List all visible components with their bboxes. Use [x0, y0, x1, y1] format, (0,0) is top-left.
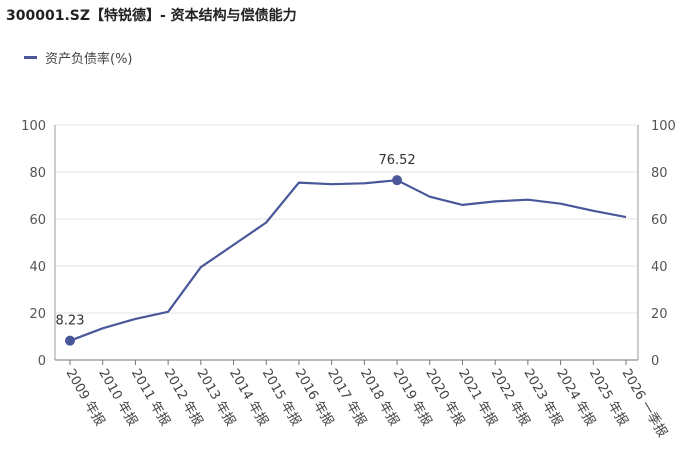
y-tick-label-left: 60	[29, 213, 46, 228]
x-tick-label: 2026 一季报	[619, 367, 670, 441]
data-point-marker	[65, 335, 75, 346]
y-tick-label-right: 60	[651, 213, 668, 228]
y-tick-label-left: 80	[29, 166, 46, 181]
data-label: 76.52	[378, 153, 415, 168]
y-tick-label-right: 100	[651, 119, 676, 134]
chart-title: 300001.SZ【特锐德】- 资本结构与偿债能力	[6, 8, 297, 24]
y-tick-label-left: 20	[29, 307, 46, 322]
series-line	[69, 179, 627, 342]
y-tick-label-left: 0	[38, 354, 46, 369]
y-tick-label-left: 100	[21, 119, 46, 134]
y-tick-label-right: 20	[651, 307, 668, 322]
data-label: 8.23	[56, 314, 85, 329]
y-tick-label-right: 0	[651, 354, 659, 369]
data-point-marker	[392, 175, 403, 186]
legend-swatch	[24, 56, 37, 59]
y-tick-label-right: 80	[651, 166, 668, 181]
legend[interactable]: 资产负债率(%)	[24, 48, 133, 67]
y-tick-label-right: 40	[651, 260, 668, 275]
y-tick-label-left: 40	[29, 260, 46, 275]
legend-label: 资产负债率(%)	[45, 52, 133, 67]
